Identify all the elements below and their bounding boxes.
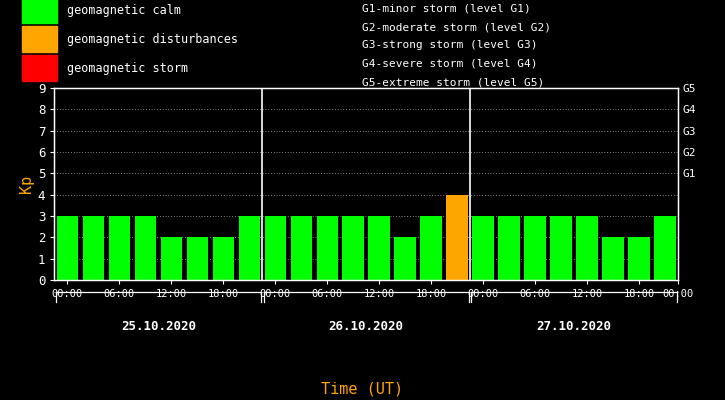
Bar [291, 216, 312, 280]
Y-axis label: Kp: Kp [19, 175, 33, 193]
Bar [22, 55, 57, 81]
Bar [394, 237, 415, 280]
Bar [629, 237, 650, 280]
Bar [473, 216, 494, 280]
Bar [161, 237, 182, 280]
Bar [576, 216, 597, 280]
Bar [57, 216, 78, 280]
Bar [135, 216, 156, 280]
Text: G4-severe storm (level G4): G4-severe storm (level G4) [362, 59, 538, 69]
Bar [212, 237, 234, 280]
Bar [265, 216, 286, 280]
Bar [317, 216, 338, 280]
Text: G2-moderate storm (level G2): G2-moderate storm (level G2) [362, 22, 552, 32]
Bar [524, 216, 546, 280]
Bar [550, 216, 571, 280]
Text: G3-strong storm (level G3): G3-strong storm (level G3) [362, 40, 538, 50]
Bar [22, 26, 57, 52]
Text: 25.10.2020: 25.10.2020 [121, 320, 196, 333]
Bar [602, 237, 624, 280]
Bar [342, 216, 364, 280]
Bar [420, 216, 442, 280]
Bar [83, 216, 104, 280]
Text: G1-minor storm (level G1): G1-minor storm (level G1) [362, 4, 531, 14]
Bar [186, 237, 208, 280]
Text: Time (UT): Time (UT) [321, 381, 404, 396]
Bar [447, 195, 468, 280]
Text: 27.10.2020: 27.10.2020 [536, 320, 611, 333]
Bar [109, 216, 130, 280]
Bar [498, 216, 520, 280]
Bar [239, 216, 260, 280]
Text: G5-extreme storm (level G5): G5-extreme storm (level G5) [362, 78, 544, 88]
Text: geomagnetic disturbances: geomagnetic disturbances [67, 33, 239, 46]
Text: geomagnetic calm: geomagnetic calm [67, 4, 181, 17]
Bar [368, 216, 390, 280]
Text: 26.10.2020: 26.10.2020 [328, 320, 404, 333]
Text: geomagnetic storm: geomagnetic storm [67, 62, 188, 75]
Bar [654, 216, 676, 280]
Bar [22, 0, 57, 23]
